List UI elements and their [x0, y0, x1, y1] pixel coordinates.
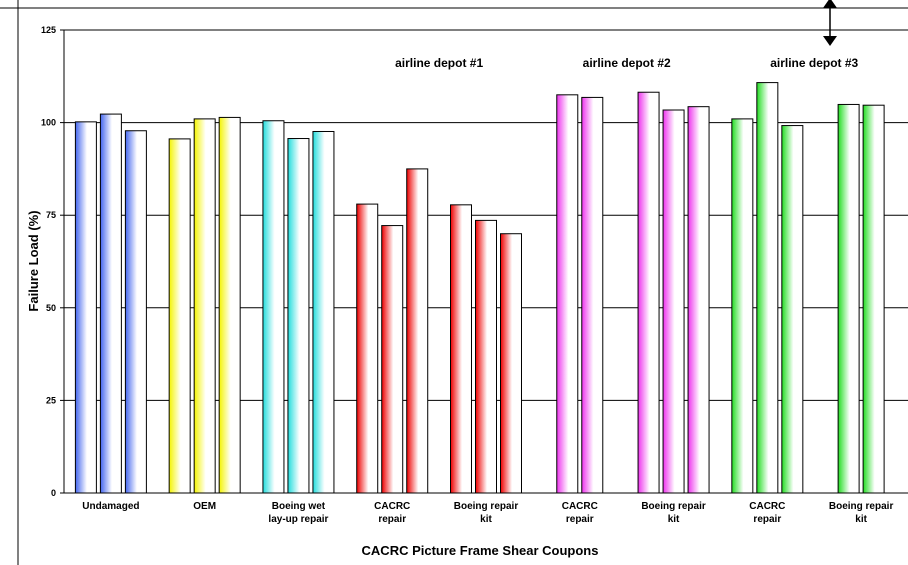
category-label: CACRC	[749, 501, 785, 512]
bar	[781, 125, 804, 494]
bar	[356, 203, 379, 494]
category-label: Boeing wet	[272, 501, 326, 512]
category-label: CACRC	[374, 501, 410, 512]
bar	[218, 116, 241, 494]
y-axis-label: Failure Load (%)	[26, 210, 41, 311]
annotations: airline depot #1 airline depot #2 airline …	[395, 56, 858, 70]
bar	[450, 204, 472, 494]
bar	[756, 82, 779, 494]
bar	[193, 118, 216, 494]
bar	[637, 91, 660, 494]
bar	[74, 121, 97, 494]
category-labels: Undamaged OEM Boeing wet lay-up repair CACRC…	[82, 501, 893, 525]
bar	[862, 104, 885, 494]
bar	[262, 120, 285, 494]
category-label: kit	[480, 514, 492, 525]
annotation-label: airline depot #3	[770, 56, 858, 70]
bar	[837, 103, 860, 494]
y-tick-label: 50	[46, 303, 56, 313]
category-label: Boeing repair	[454, 501, 519, 512]
category-label: repair	[753, 514, 781, 525]
y-tick-labels: 0 25 50 75 100 125	[41, 25, 56, 498]
bar	[731, 118, 754, 494]
bar	[312, 130, 335, 494]
category-label: Undamaged	[82, 501, 139, 512]
category-label: Boeing repair	[829, 501, 894, 512]
bar	[381, 225, 404, 494]
bar	[406, 168, 429, 494]
bar	[124, 130, 147, 494]
y-tick-label: 125	[41, 25, 56, 35]
category-label: CACRC	[562, 501, 598, 512]
bar	[556, 94, 579, 494]
bar	[581, 96, 604, 494]
category-label: Boeing repair	[641, 501, 706, 512]
y-tick-label: 100	[41, 118, 56, 128]
category-label: repair	[378, 514, 406, 525]
bars	[74, 82, 885, 494]
bar	[99, 113, 122, 494]
y-tick-label: 25	[46, 395, 56, 405]
x-axis-label: CACRC Picture Frame Shear Coupons	[362, 543, 599, 558]
category-label: OEM	[193, 501, 216, 512]
annotation-label: airline depot #2	[583, 56, 671, 70]
bar	[475, 219, 497, 494]
category-label: kit	[855, 514, 867, 525]
category-label: repair	[566, 514, 594, 525]
category-label: kit	[668, 514, 680, 525]
bar	[500, 233, 522, 494]
y-tick-label: 75	[46, 210, 56, 220]
category-label: lay-up repair	[268, 514, 328, 525]
annotation-label: airline depot #1	[395, 56, 483, 70]
bar	[687, 106, 710, 494]
bar	[168, 138, 191, 494]
bar	[287, 138, 310, 494]
y-tick-label: 0	[51, 488, 56, 498]
double-arrow-icon	[823, 0, 837, 46]
bar	[662, 109, 685, 494]
